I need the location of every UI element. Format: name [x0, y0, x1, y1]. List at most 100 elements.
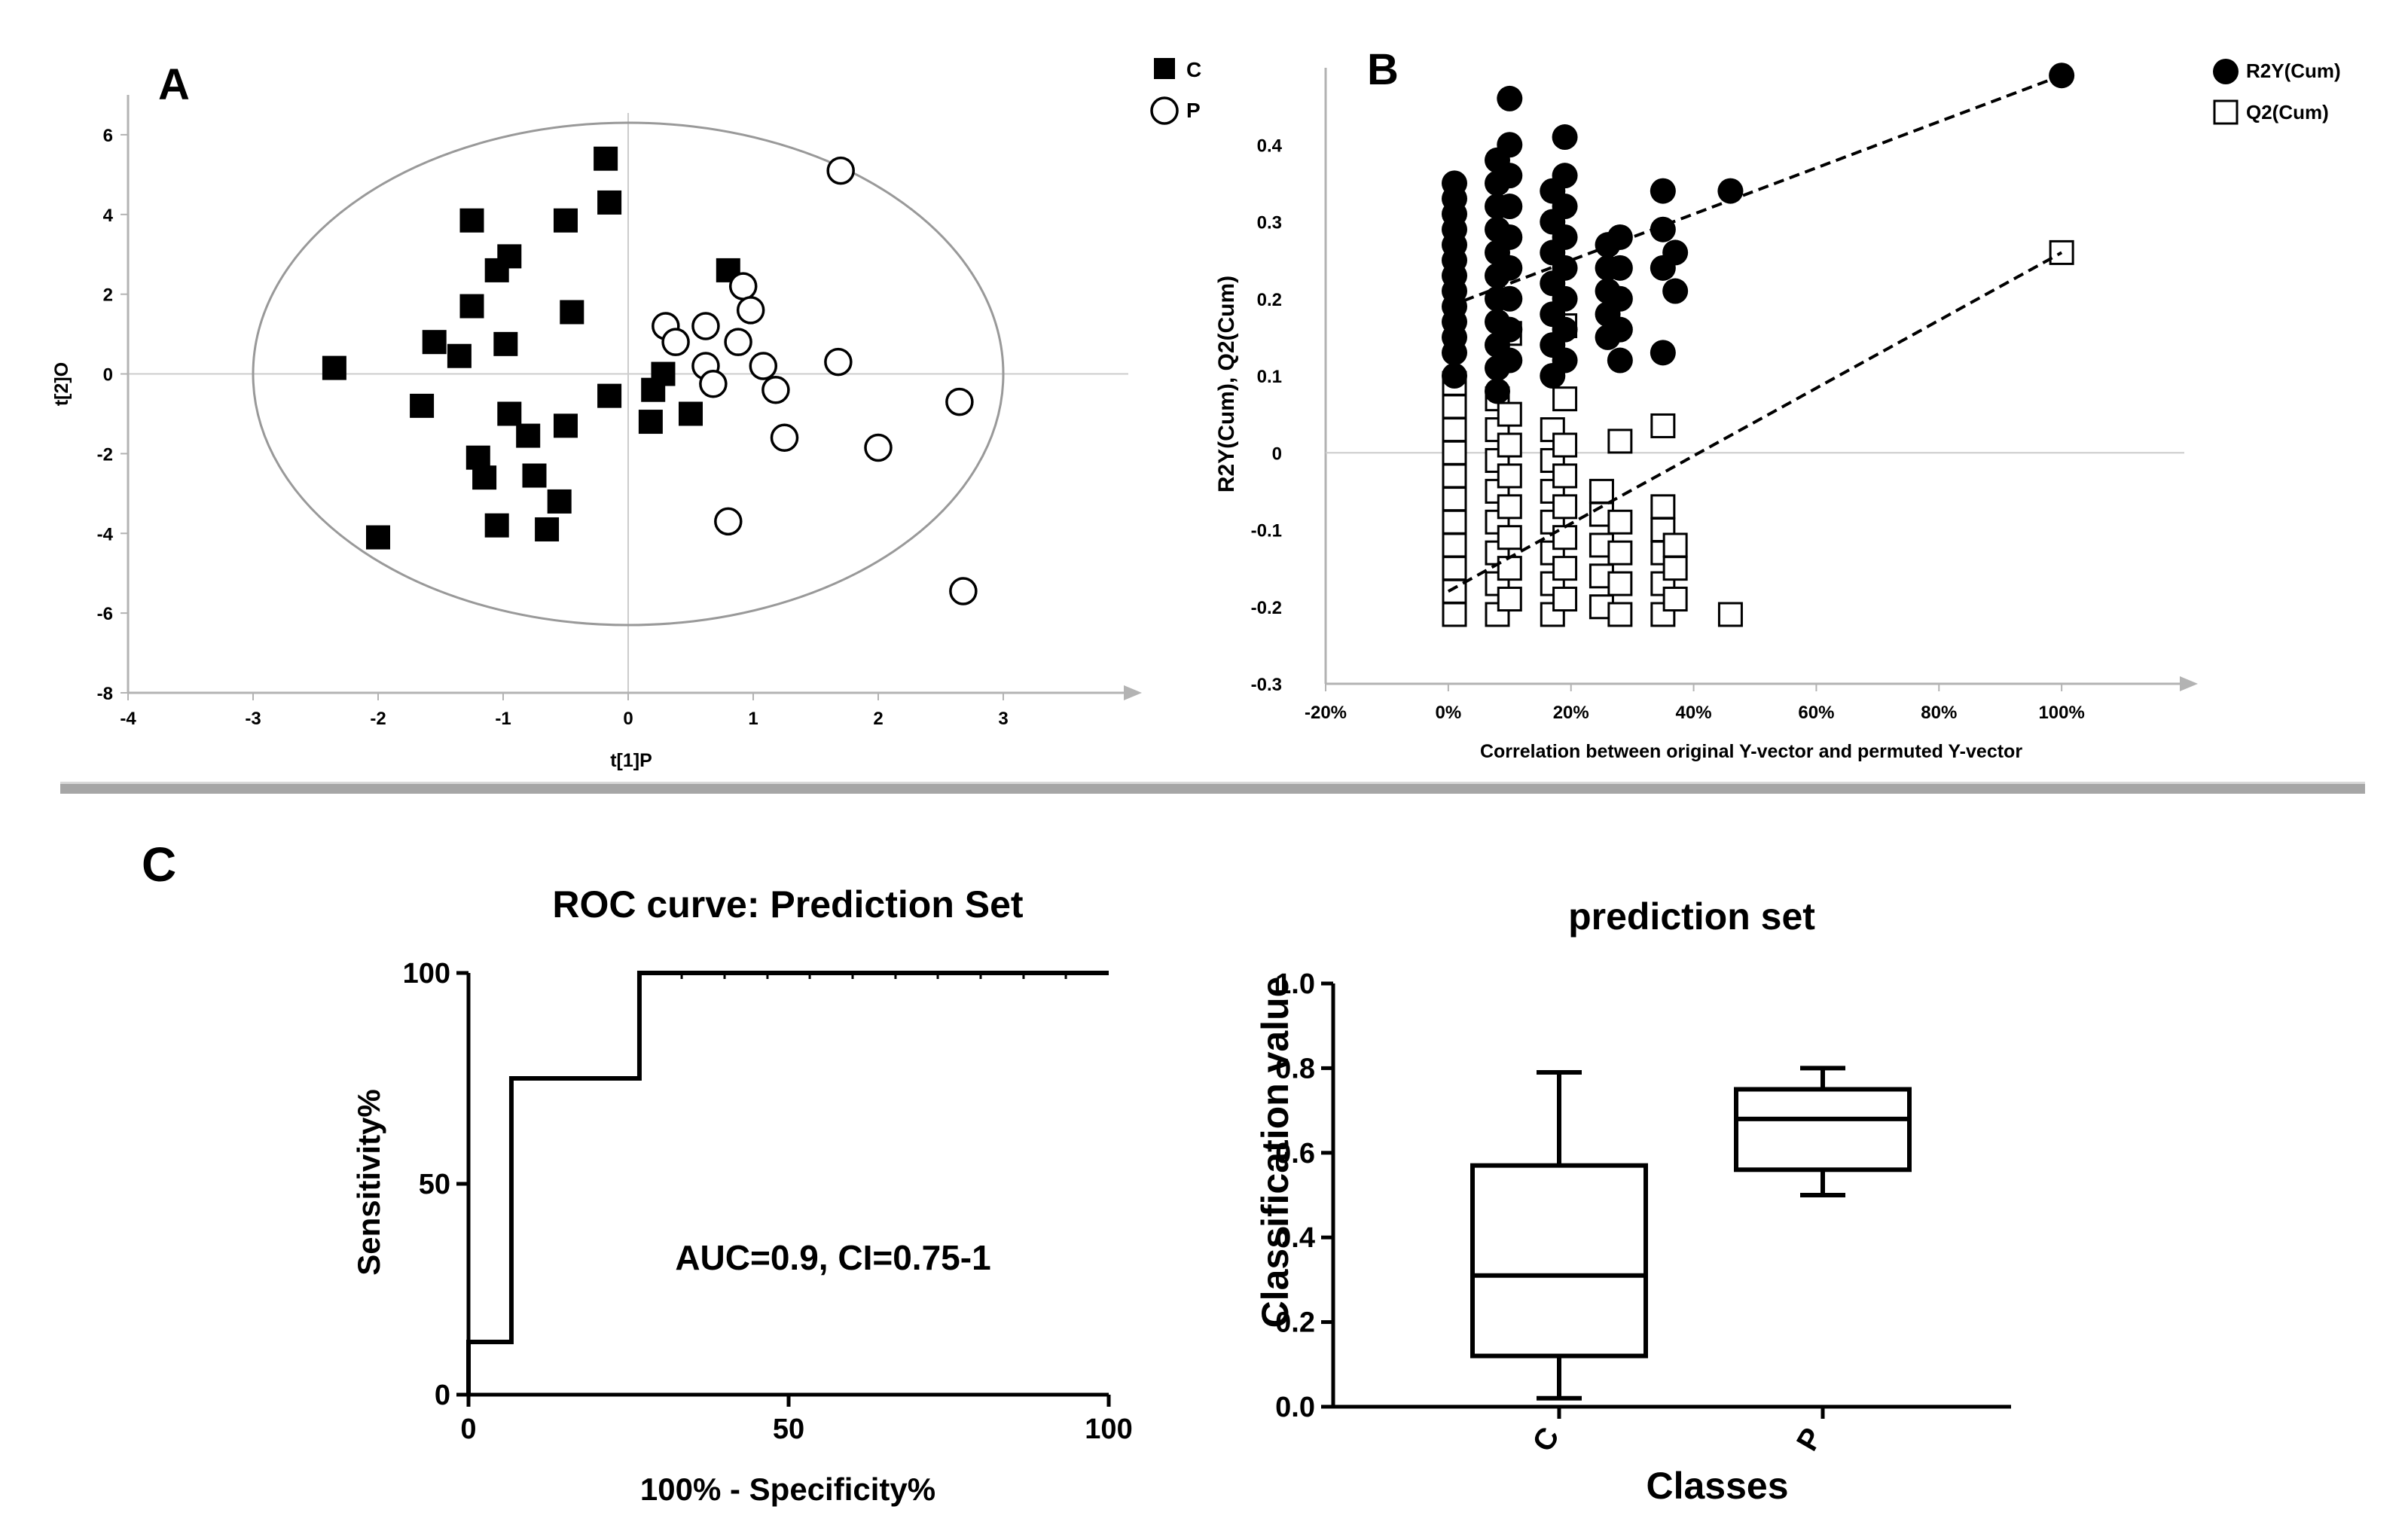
x-tick-label: C [1526, 1422, 1566, 1457]
point-c [560, 300, 584, 325]
x-axis-arrow [2180, 676, 2198, 691]
panel-divider [60, 783, 2365, 794]
point-q2 [1497, 401, 1522, 427]
y-tick-label: 0.2 [1257, 290, 1282, 310]
point-r2y [1497, 347, 1523, 374]
point-r2y [1650, 178, 1676, 204]
point-p [761, 375, 790, 404]
y-tick-label: 100 [403, 958, 450, 990]
point-r2y [1607, 316, 1633, 343]
point-r2y [1662, 239, 1689, 266]
box-boxes [1470, 1066, 1912, 1401]
y-tick-label: -0.3 [1251, 675, 1282, 695]
y-tick-label: 2 [103, 285, 113, 306]
point-r2y [1552, 285, 1578, 312]
point-q2 [1662, 556, 1688, 581]
y-tick-label: 0.1 [1257, 367, 1282, 387]
point-q2 [1552, 587, 1578, 612]
point-r2y [1552, 347, 1578, 374]
point-q2 [1662, 532, 1688, 558]
point-r2y [1552, 224, 1578, 250]
point-c [459, 208, 484, 233]
roc-tick-marks [680, 971, 1067, 979]
roc-y-axis-label: Sensitivity% [351, 1089, 386, 1275]
x-tick-label: -2 [370, 709, 386, 729]
panel-divider-highlight [60, 782, 2365, 784]
y-tick-label: 0.3 [1257, 213, 1282, 233]
panel-a-x-axis-label: t[1]P [610, 750, 652, 771]
point-r2y [1497, 316, 1523, 343]
point-c [472, 465, 497, 490]
legend-r2y-marker [2213, 59, 2239, 84]
point-c [366, 525, 390, 550]
point-c [410, 393, 435, 418]
panel-label-b: B [1367, 45, 1399, 94]
point-q2 [1717, 602, 1743, 627]
point-r2y [1607, 224, 1633, 250]
y-tick-label: 0.8 [1275, 1053, 1315, 1084]
point-p [699, 370, 728, 398]
roc-y-ticks: 0 50 100 [403, 958, 468, 1411]
y-tick-label: 4 [103, 206, 114, 226]
legend-c-label: C [1186, 58, 1201, 81]
panel-b-y-ticks: -0.3 -0.2 -0.1 0 0.1 0.2 0.3 0.4 [1251, 136, 1283, 695]
point-q2 [1442, 394, 1467, 419]
point-r2y [1607, 347, 1633, 374]
point-q2 [1662, 587, 1688, 612]
x-tick-label: 1 [748, 709, 758, 729]
point-p [826, 156, 855, 185]
x-tick-label: -1 [495, 709, 511, 729]
roc-title: ROC curve: Prediction Set [552, 883, 1023, 926]
point-q2 [1650, 413, 1676, 438]
y-tick-label: -0.2 [1251, 598, 1282, 618]
point-c [535, 517, 560, 541]
point-c [638, 410, 663, 435]
box-iqr [1470, 1163, 1648, 1359]
legend-c-marker [1154, 58, 1175, 79]
point-q2 [1442, 602, 1467, 627]
panel-b-x-ticks: -20% 0% 20% 40% 60% 80% 100% [1305, 684, 2085, 723]
point-q2 [1497, 432, 1522, 458]
x-tick-label: -3 [245, 709, 261, 729]
panel-label-a: A [158, 60, 190, 109]
panel-b-permutation-plot: B -20% 0% 20% 40% 60% 80% 100% -0.3 -0.2 -0.1 0 0.… [1214, 45, 2341, 762]
y-tick-label: 0.0 [1275, 1392, 1315, 1423]
panel-a-x-ticks: -4 -3 -2 -1 0 1 2 3 [120, 693, 1009, 729]
panel-b-legend: R2Y(Cum) Q2(Cum) [2213, 59, 2341, 125]
point-p [864, 433, 893, 462]
point-r2y [1497, 285, 1523, 312]
point-q2 [1552, 494, 1578, 520]
point-r2y [1485, 378, 1510, 404]
point-r2y [1607, 285, 1633, 312]
point-r2y [1650, 340, 1676, 366]
point-c [422, 330, 447, 355]
point-q2 [1552, 556, 1578, 581]
point-p [770, 423, 799, 452]
panel-a-points [322, 146, 978, 605]
y-tick-label: -2 [97, 444, 113, 465]
point-q2 [1442, 532, 1467, 558]
point-c [522, 463, 547, 488]
point-r2y [1662, 278, 1689, 304]
box-axes [1331, 983, 2011, 1409]
point-r2y [1497, 132, 1523, 158]
panel-b-x-axis-label: Correlation between original Y-vector an… [1480, 741, 2022, 762]
x-tick-label: 0 [460, 1413, 476, 1445]
panel-b-y-axis-label: R2Y(Cum), Q2(Cum) [1214, 276, 1239, 493]
panel-label-c: C [142, 837, 176, 892]
point-c [651, 361, 676, 386]
point-q2 [1552, 525, 1578, 550]
roc-x-axis-label: 100% - Specificity% [640, 1471, 935, 1507]
y-tick-label: 1.0 [1275, 968, 1315, 1000]
point-r2y [1497, 163, 1523, 189]
hotelling-ellipse [252, 121, 1005, 627]
point-r2y [1497, 255, 1523, 281]
point-p [749, 352, 778, 380]
point-r2y [1497, 85, 1523, 111]
point-p [736, 296, 765, 325]
point-c [679, 401, 703, 426]
point-p [724, 328, 752, 356]
x-tick-label: 100% [2038, 703, 2084, 723]
